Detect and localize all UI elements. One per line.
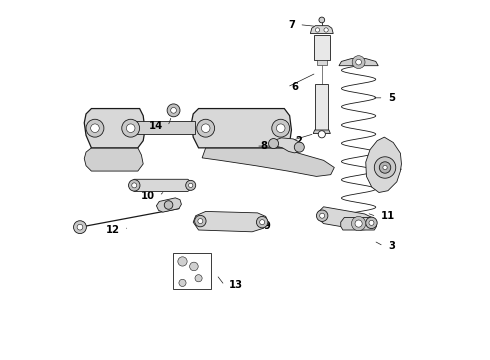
Polygon shape	[318, 207, 374, 230]
Text: 12: 12	[106, 225, 120, 235]
Text: 10: 10	[141, 191, 155, 201]
Polygon shape	[202, 148, 334, 176]
Circle shape	[77, 224, 83, 230]
Circle shape	[260, 220, 265, 225]
Polygon shape	[156, 198, 181, 212]
Polygon shape	[192, 109, 292, 148]
Circle shape	[167, 104, 180, 117]
Circle shape	[86, 119, 104, 137]
Circle shape	[352, 56, 365, 68]
Circle shape	[122, 119, 140, 137]
Circle shape	[317, 210, 328, 221]
Polygon shape	[313, 130, 330, 134]
Circle shape	[356, 59, 362, 65]
Polygon shape	[271, 138, 302, 153]
Circle shape	[369, 220, 374, 225]
Text: 9: 9	[264, 221, 271, 231]
Polygon shape	[366, 137, 401, 193]
Polygon shape	[84, 148, 143, 171]
Circle shape	[318, 131, 325, 138]
Circle shape	[319, 213, 325, 218]
Circle shape	[319, 17, 325, 23]
Circle shape	[128, 180, 140, 191]
Circle shape	[294, 142, 304, 152]
Polygon shape	[314, 35, 330, 60]
Bar	[173, 253, 211, 289]
Polygon shape	[193, 211, 268, 232]
Circle shape	[74, 221, 86, 234]
Circle shape	[186, 180, 196, 190]
Circle shape	[164, 201, 173, 209]
Circle shape	[374, 157, 396, 178]
Text: 5: 5	[388, 93, 395, 103]
Text: 6: 6	[292, 82, 298, 92]
Circle shape	[355, 220, 362, 227]
Circle shape	[197, 119, 215, 137]
Text: 11: 11	[381, 211, 395, 221]
Circle shape	[178, 257, 187, 266]
Text: 2: 2	[295, 136, 302, 146]
Text: 7: 7	[288, 19, 295, 30]
Polygon shape	[341, 217, 376, 230]
Circle shape	[351, 216, 366, 231]
Circle shape	[366, 217, 377, 229]
Polygon shape	[84, 109, 145, 148]
Circle shape	[195, 215, 206, 227]
Circle shape	[198, 219, 203, 224]
Circle shape	[91, 124, 99, 132]
Circle shape	[269, 139, 279, 149]
Text: 4: 4	[388, 171, 395, 181]
Circle shape	[256, 216, 268, 228]
Text: 13: 13	[229, 280, 243, 291]
Circle shape	[324, 28, 328, 32]
Circle shape	[179, 279, 186, 287]
Circle shape	[316, 28, 319, 32]
Polygon shape	[316, 84, 328, 130]
Text: 8: 8	[260, 141, 268, 151]
Circle shape	[126, 124, 135, 132]
Circle shape	[189, 183, 193, 188]
Text: 1: 1	[395, 162, 402, 172]
Circle shape	[276, 124, 285, 132]
Circle shape	[190, 262, 198, 271]
Circle shape	[132, 183, 137, 188]
Circle shape	[379, 162, 391, 173]
Polygon shape	[339, 59, 378, 66]
Circle shape	[383, 165, 387, 170]
Circle shape	[272, 119, 290, 137]
Circle shape	[195, 275, 202, 282]
Polygon shape	[317, 60, 327, 65]
Circle shape	[201, 124, 210, 132]
Polygon shape	[136, 121, 195, 134]
Polygon shape	[130, 179, 192, 192]
Circle shape	[171, 108, 176, 113]
Polygon shape	[310, 26, 333, 33]
Text: 14: 14	[149, 121, 164, 131]
Text: 3: 3	[388, 241, 395, 251]
